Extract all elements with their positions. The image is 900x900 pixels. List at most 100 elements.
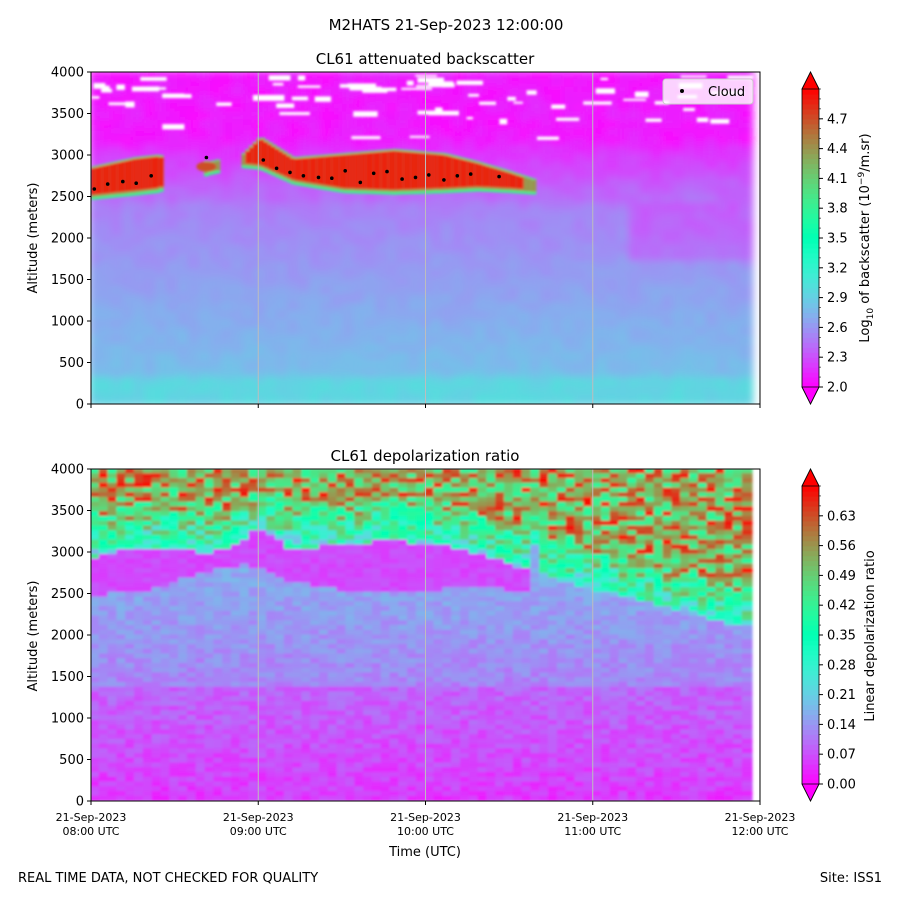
depolarization-cell [248,525,260,532]
depolarization-cell [178,667,189,674]
colorbar-segment [802,98,819,105]
depolarization-cell [204,786,216,792]
depolarization-cell [160,478,172,484]
depolarization-cell [213,511,225,517]
depolarization-cell [319,672,330,679]
depolarization-cell [257,492,269,498]
depolarization-cell [327,530,339,536]
depolarization-cell [169,501,181,508]
depolarization-cell [275,506,286,513]
depolarization-cell [222,482,233,489]
missing-data-patch [683,108,695,111]
depolarization-cell [319,715,330,721]
missing-data-patch [216,102,232,106]
depolarization-cell [160,677,172,683]
depolarization-cell [91,772,101,778]
depolarization-cell [301,653,313,660]
depolarization-cell [91,591,101,598]
depolarization-cell [204,648,216,655]
depolarization-cell [125,667,136,674]
depolarization-cell [91,644,101,650]
depolarization-cell [213,530,225,536]
depolarization-cell [222,591,233,598]
depolarization-cell [195,724,207,731]
depolarization-cell [283,582,295,588]
depolarization-cell [116,786,128,792]
depolarization-cell [151,663,163,669]
depolarization-cell [107,710,119,717]
depolarization-cell [266,478,277,484]
depolarization-cell [319,753,330,759]
cloud-point [442,178,446,182]
depolarization-cell [186,696,198,702]
cloud-layer-slice [358,153,364,189]
colorbar-segment [802,272,819,279]
depolarization-cell [336,748,348,754]
depolarization-cell [151,719,163,726]
depolarization-cell [230,719,242,726]
depolarization-cell [319,549,330,555]
depolarization-cell [336,719,348,726]
depolarization-cell [327,568,339,574]
depolarization-cell [283,525,295,532]
backscatter-cell [276,393,292,404]
depolarization-cell [239,568,251,574]
cloud-layer-slice [478,164,484,187]
depolarization-cell [169,691,181,698]
depolarization-cell [98,724,110,731]
depolarization-cell [107,715,119,721]
depolarization-cell [213,568,225,574]
cloud-layer-slice [482,165,488,187]
depolarization-cell [125,482,136,489]
depolarization-cell [186,549,198,555]
depolarization-cell [116,596,128,603]
depolarization-cell [169,482,181,489]
depolarization-cell [169,553,181,560]
backscatter-cell [353,72,369,83]
depolarization-cell [239,667,251,674]
depolarization-cell [169,677,181,683]
depolarization-cell [257,615,269,622]
cloud-layer-slice [241,154,247,166]
backscatter-cell [452,72,468,83]
depolarization-cell [107,629,119,636]
depolarization-cell [239,572,251,579]
depolarization-cell [116,743,128,750]
cloud-layer-slice [252,143,258,165]
missing-data-patch [162,124,185,130]
missing-data-patch [468,93,480,97]
depolarization-cell [125,648,136,655]
depolarization-cell [151,478,163,484]
depolarization-cell [230,591,242,598]
depolarization-cell [142,762,154,769]
depolarization-cell [178,487,189,494]
depolarization-cell [310,515,321,522]
depolarization-cell [222,563,233,570]
depolarization-cell [275,511,286,517]
depolarization-cell [107,506,119,513]
depolarization-cell [283,767,295,773]
depolarization-cell [301,568,313,574]
backscatter-cell [485,72,501,83]
backscatter-cell [188,72,204,83]
cloud-point [105,182,110,186]
depolarization-cell [248,776,260,783]
depolarization-cell [239,681,251,688]
depolarization-cell [283,511,295,517]
depolarization-cell [142,667,154,674]
depolarization-cell [134,686,145,693]
depolarization-cell [91,700,101,707]
depolarization-cell [151,615,163,622]
depolarization-cell [186,644,198,650]
depolarization-cell [116,719,128,726]
depolarization-cell [91,729,101,736]
depolarization-cell [292,753,304,759]
depolarization-cell [107,757,119,764]
depolarization-cell [266,577,277,584]
depolarization-cell [327,606,339,612]
depolarization-cell [230,587,242,593]
depolarization-cell [283,568,295,574]
depolarization-cell [160,644,172,650]
depolarization-cell [310,715,321,721]
depolarization-cell [327,591,339,598]
